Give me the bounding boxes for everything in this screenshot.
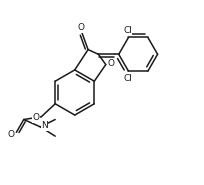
Text: O: O [107, 59, 114, 68]
Text: N: N [41, 122, 48, 130]
Text: Cl: Cl [122, 74, 131, 83]
Text: Cl: Cl [122, 26, 131, 35]
Text: O: O [32, 113, 39, 122]
Text: O: O [77, 23, 84, 32]
Text: O: O [8, 130, 15, 139]
